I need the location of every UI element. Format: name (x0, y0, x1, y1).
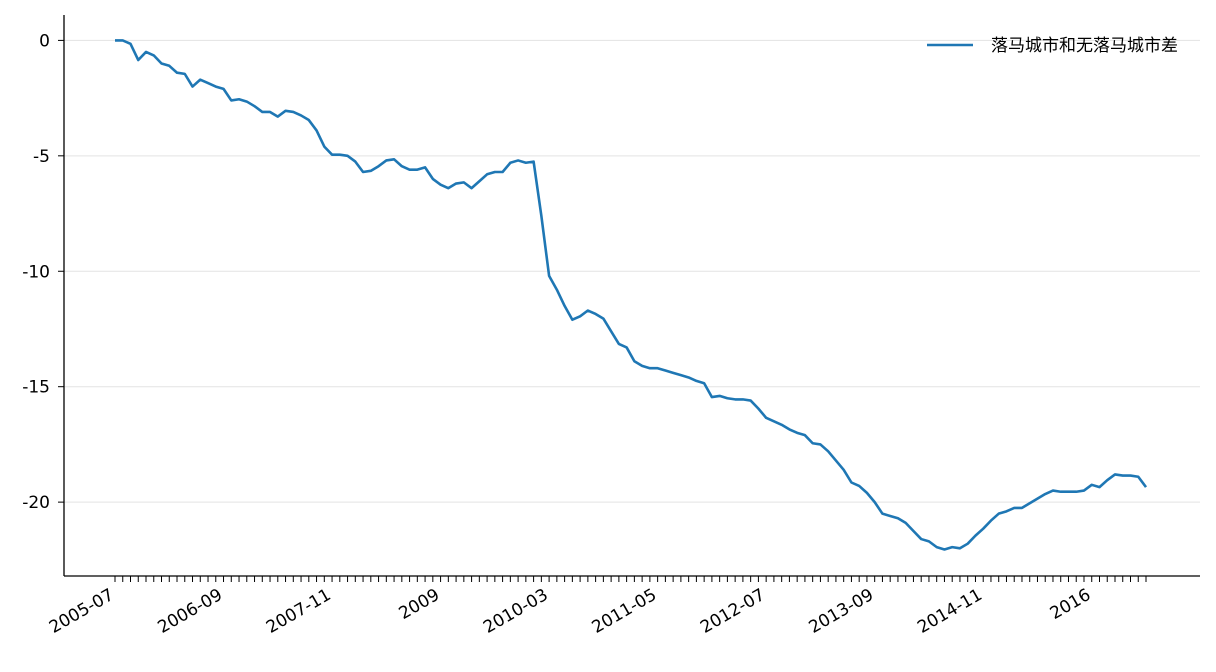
x-tick-label: 2013-09 (806, 585, 878, 638)
y-tick-label: -15 (22, 378, 50, 398)
x-tick-label: 2006-09 (155, 585, 227, 638)
x-tick-label: 2011-05 (589, 585, 661, 638)
y-tick-label: -5 (33, 147, 50, 167)
y-tick-label: 0 (39, 31, 50, 51)
x-tick-label: 2012-07 (697, 585, 769, 638)
x-tick-label: 2014-11 (914, 585, 986, 638)
y-tick-label: -10 (22, 262, 50, 282)
x-tick-label: 2010-03 (480, 585, 552, 638)
x-tick-label: 2005-07 (46, 585, 118, 638)
x-tick-label: 2009 (396, 585, 443, 624)
x-tick-label: 2016 (1047, 585, 1094, 624)
x-tick-label: 2007-11 (263, 585, 335, 638)
data-line (115, 39, 1148, 551)
y-tick-label: -20 (22, 493, 50, 513)
legend-label: 落马城市和无落马城市差 (991, 36, 1178, 56)
